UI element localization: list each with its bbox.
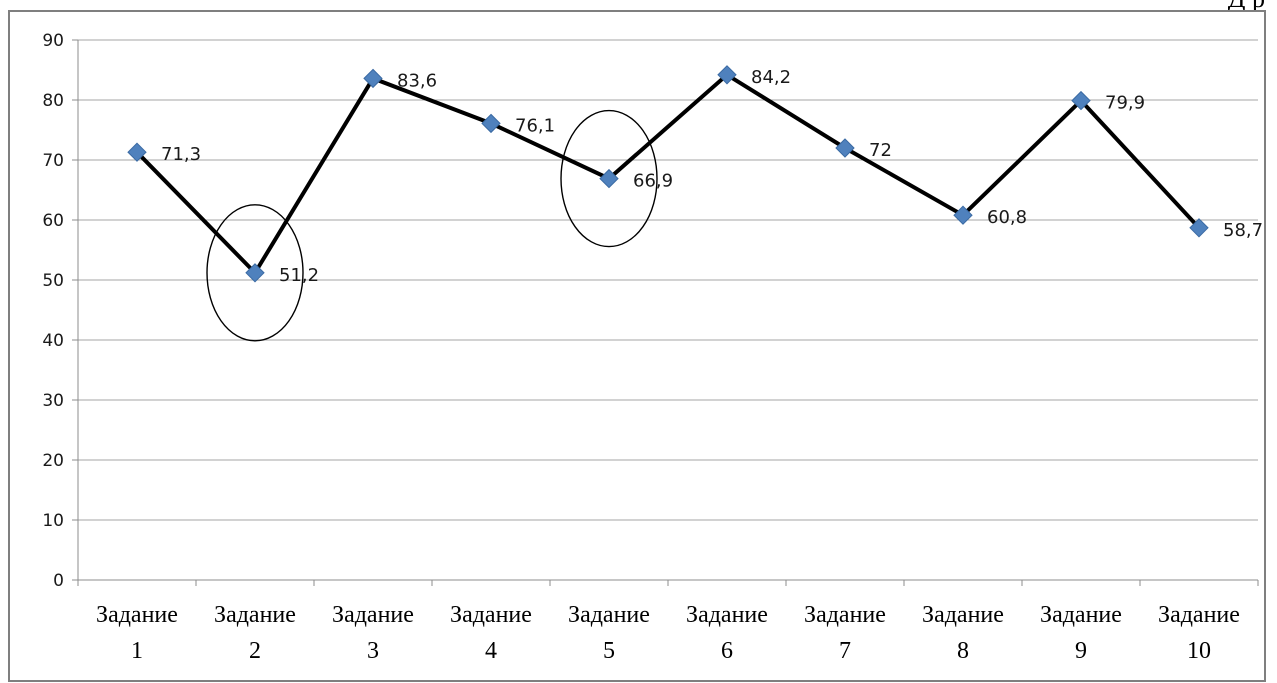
y-tick-label: 80: [42, 91, 64, 111]
y-tick-label: 90: [42, 31, 64, 51]
data-label: 71,3: [161, 144, 201, 165]
data-point-marker: [953, 205, 973, 225]
x-tick-label-line2: 2: [249, 638, 261, 664]
x-tick-label-line1: Задание: [450, 602, 532, 628]
y-tick-labels: 0 10 20 30 40 50 60 70 80 90: [42, 31, 64, 591]
data-point-marker: [245, 263, 265, 283]
gridlines: [78, 39, 1258, 521]
x-tick-label-line1: Задание: [1158, 602, 1240, 628]
x-tick-label-line2: 5: [603, 638, 615, 664]
x-tick-label-line2: 9: [1075, 638, 1087, 664]
data-point-marker: [835, 138, 855, 158]
y-tick-label: 20: [42, 451, 64, 471]
y-tick-label: 60: [42, 211, 64, 231]
axes: [72, 39, 1259, 586]
highlight-ellipse: [206, 204, 304, 342]
y-tick-label: 30: [42, 391, 64, 411]
series-line: [135, 72, 1201, 277]
data-point-marker: [1189, 218, 1209, 238]
y-tick-label: 70: [42, 151, 64, 171]
x-tick-label-line1: Задание: [686, 602, 768, 628]
x-tick-label-line2: 6: [721, 638, 733, 664]
series-line-path: [135, 72, 1201, 277]
x-tick-label-line1: Задание: [804, 602, 886, 628]
x-tick-label-line2: 10: [1187, 638, 1211, 664]
data-label: 66,9: [633, 171, 673, 192]
x-tick-labels: Задание 1 Задание 2 Задание 3 Задание 4 Задание 5…: [96, 602, 1240, 664]
data-label: 72: [869, 140, 892, 161]
data-labels: 71,3 51,2 83,6 76,1 66,9 84,2 72 60,8 79,9 58,7: [161, 67, 1263, 286]
x-tick-label-line2: 8: [957, 638, 969, 664]
data-label: 51,2: [279, 265, 319, 286]
chart-frame: 0 10 20 30 40 50 60 70 80 90 Задание 1 Задание 2 Зада…: [8, 10, 1266, 682]
data-label: 76,1: [515, 115, 555, 136]
data-point-marker: [599, 168, 619, 189]
x-tick-label-line2: 3: [367, 638, 379, 664]
y-tick-label: 10: [42, 511, 64, 531]
data-label: 84,2: [751, 67, 791, 88]
data-label: 79,9: [1105, 93, 1145, 114]
highlight-circles: [206, 109, 658, 342]
highlight-ellipse: [560, 109, 658, 248]
x-tick-label-line2: 4: [485, 638, 497, 664]
x-tick-label-line1: Задание: [214, 602, 296, 628]
x-tick-label-line1: Задание: [332, 602, 414, 628]
x-tick-label-line2: 7: [839, 638, 851, 664]
data-point-marker: [717, 65, 737, 85]
data-point-marker: [127, 142, 147, 162]
data-label: 58,7: [1223, 220, 1263, 241]
x-tick-label-line1: Задание: [1040, 602, 1122, 628]
page-header-fragment: Д р: [1228, 0, 1265, 10]
y-tick-label: 40: [42, 331, 64, 351]
x-tick-label-line1: Задание: [568, 602, 650, 628]
y-tick-label: 0: [53, 571, 64, 591]
x-tick-label-line1: Задание: [922, 602, 1004, 628]
y-tick-label: 50: [42, 271, 64, 291]
series-markers: [127, 65, 1209, 283]
data-point-marker: [1071, 90, 1091, 111]
data-point-marker: [481, 113, 501, 134]
x-tick-label-line1: Задание: [96, 602, 178, 628]
data-label: 83,6: [397, 70, 437, 91]
data-label: 60,8: [987, 207, 1027, 228]
data-point-marker: [363, 68, 383, 89]
x-tick-label-line2: 1: [131, 638, 143, 664]
